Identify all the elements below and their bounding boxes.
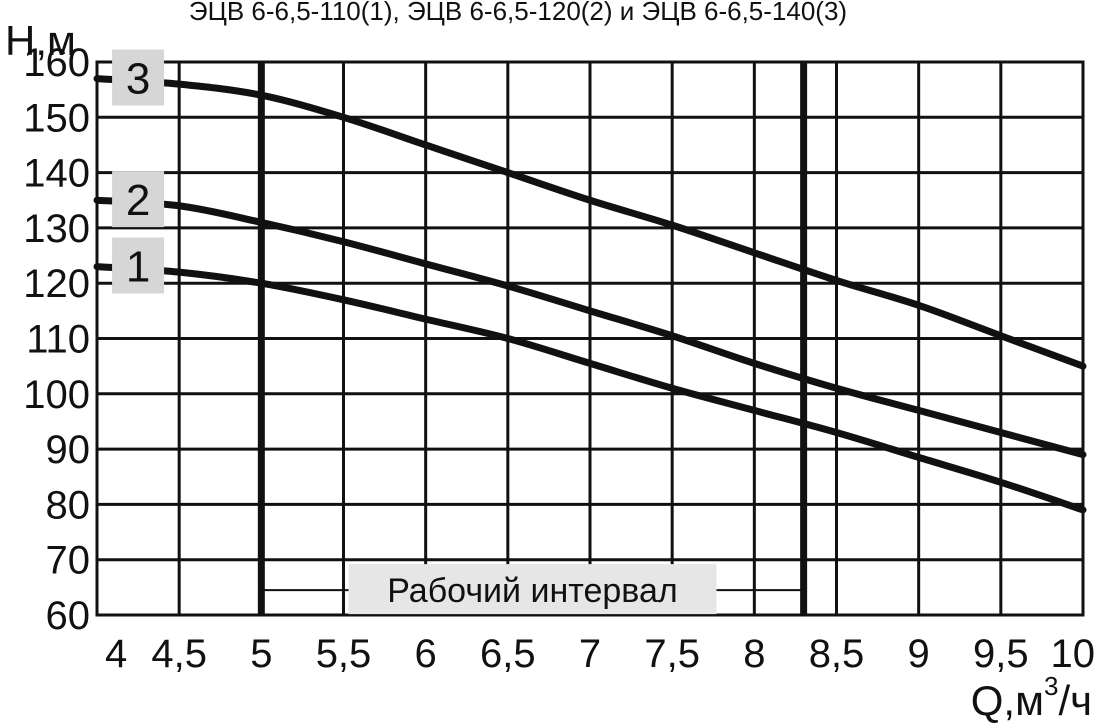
x-tick-label: 6,5 <box>480 632 536 676</box>
x-tick-label: 9 <box>908 632 930 676</box>
y-tick-label: 120 <box>23 262 90 306</box>
x-tick-label: 7 <box>579 632 601 676</box>
x-tick-labels: 4 4,5 5 5,5 6 6,5 7 7,5 8 8,5 9 9,5 10 <box>105 632 1095 676</box>
x-tick-label: 4 <box>105 632 127 676</box>
y-tick-label: 90 <box>46 428 91 472</box>
y-tick-label: 150 <box>23 96 90 140</box>
x-tick-label: 8,5 <box>809 632 865 676</box>
interval-label: Рабочий интервал <box>387 572 677 610</box>
plot-frame <box>95 60 1085 617</box>
curve-label-bg <box>112 237 165 294</box>
chart-title: ЭЦВ 6-6,5-110(1), ЭЦВ 6-6,5-120(2) и ЭЦВ… <box>189 0 847 26</box>
y-tick-label: 110 <box>26 318 90 362</box>
y-tick-label: 140 <box>23 152 90 196</box>
x-tick-label: 7,5 <box>644 632 700 676</box>
curve-2 <box>93 196 1087 459</box>
interval-label-bg <box>348 564 717 615</box>
y-tick-label: 160 <box>23 41 90 85</box>
y-tick-labels: 60 70 80 90 100 110 120 130 140 150 160 <box>23 41 90 638</box>
x-axis-label: Q,м3/ч <box>971 671 1092 724</box>
x-tick-label: 8 <box>743 632 765 676</box>
curve-label-3: 3 <box>126 54 150 103</box>
curves: 1 2 3 <box>93 49 1087 514</box>
y-tick-label: 80 <box>46 483 91 527</box>
x-tick-label: 9,5 <box>973 632 1029 676</box>
y-tick-label: 100 <box>23 373 90 417</box>
y-axis-label: Н,м <box>5 17 76 64</box>
y-tick-label: 130 <box>23 207 90 251</box>
curve-label-1: 1 <box>126 243 150 292</box>
x-tick-label: 4,5 <box>151 632 207 676</box>
working-interval: Рабочий интервал <box>257 62 808 615</box>
grid <box>95 60 1085 617</box>
y-tick-label: 70 <box>46 539 91 583</box>
x-tick-label: 5 <box>250 632 272 676</box>
x-tick-label: 6 <box>415 632 437 676</box>
curve-label-bg <box>112 171 165 228</box>
curve-3 <box>93 75 1087 370</box>
curve-label-2: 2 <box>126 176 150 225</box>
curve-label-bg <box>112 49 165 106</box>
y-tick-label: 60 <box>46 594 91 638</box>
x-tick-label: 10 <box>1051 632 1096 676</box>
x-tick-label: 5,5 <box>316 632 372 676</box>
curve-1 <box>93 263 1087 514</box>
